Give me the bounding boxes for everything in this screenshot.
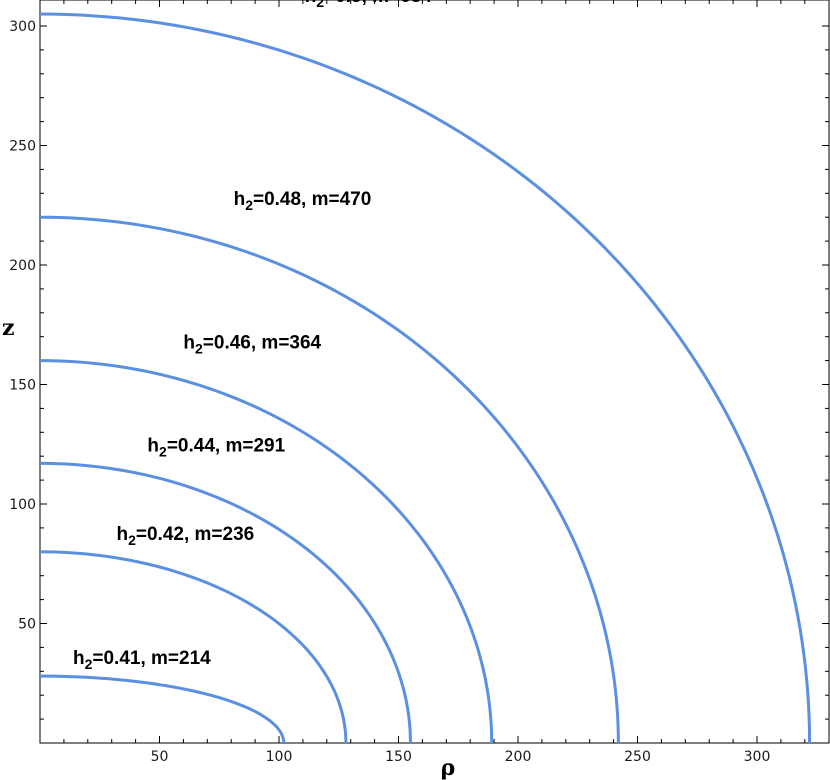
x-tick-label: 100 — [266, 749, 293, 765]
y-tick-label: 150 — [9, 378, 36, 394]
x-axis-title: ρ — [441, 755, 456, 780]
series-labels: h2=0.41, m=214 h2=0.42, m=236 h2=0.44, m=2… — [73, 0, 432, 672]
series-label: h2=0.42, m=236 — [116, 524, 254, 548]
y-tick-label: 50 — [18, 617, 36, 633]
plot-frame — [39, 0, 830, 744]
x-tick-label: 50 — [151, 749, 169, 765]
series-label: h2=0.44, m=291 — [147, 435, 285, 459]
series-label: h2=0.46, m=364 — [183, 333, 321, 357]
x-tick-label: 150 — [385, 749, 412, 765]
series-line — [39, 12, 812, 744]
series-label: h2=0.5, m=634 — [305, 0, 433, 10]
x-tick-label: 200 — [505, 749, 532, 765]
y-tick-label: 200 — [9, 258, 36, 274]
series-label: h2=0.48, m=470 — [234, 189, 372, 213]
series-label: h2=0.41, m=214 — [73, 648, 211, 672]
x-tick-label: 250 — [624, 749, 651, 765]
series-line — [39, 215, 620, 744]
y-axis-title: z — [2, 315, 15, 341]
y-tick-label: 300 — [9, 19, 36, 35]
series-line — [39, 359, 494, 744]
series-curves — [39, 12, 812, 744]
series-line — [39, 461, 412, 744]
y-tick-label: 100 — [9, 497, 36, 513]
series-line — [39, 550, 348, 744]
x-tick-label: 300 — [744, 749, 771, 765]
axis-ticks: 50 100 150 200 250 300 50 100 150 200 250 300 — [9, 0, 829, 765]
y-tick-label: 250 — [9, 139, 36, 155]
series-line — [39, 674, 286, 744]
